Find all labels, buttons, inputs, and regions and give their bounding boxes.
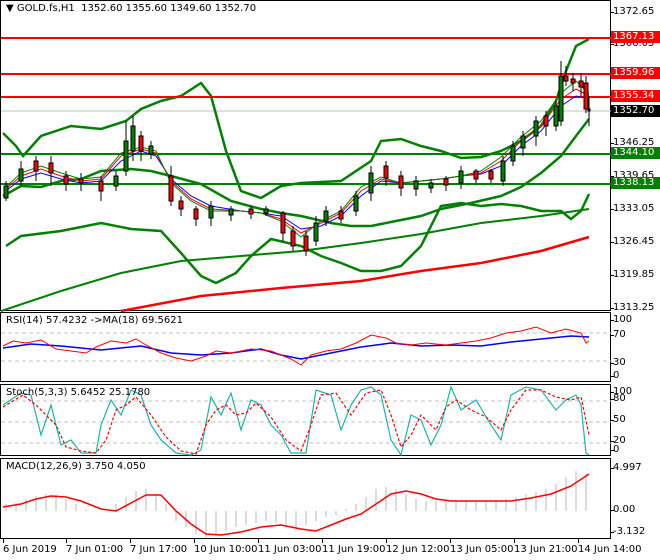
rsi-tick: 30: [611, 357, 626, 368]
price-tick: 1333.05: [610, 203, 655, 214]
rsi-pane[interactable]: RSI(14) 57.4232 ->MA(18) 69.5621: [0, 312, 612, 382]
time-tick: 7 Jun 17:00: [130, 539, 188, 555]
price-tick: 1339.65: [610, 170, 655, 181]
price-tick: 1319.85: [610, 269, 655, 280]
time-tick: 10 Jun 10:00: [194, 539, 258, 555]
price-tick: 1313.25: [610, 302, 655, 313]
rsi-tick: 100: [610, 314, 633, 325]
time-tick: 6 Jun 2019: [3, 539, 57, 555]
collapse-arrow-icon[interactable]: ▼: [6, 3, 14, 14]
time-tick: 11 Jun 03:00: [258, 539, 322, 555]
price-chart-pane[interactable]: ▼ GOLD.fs,H1 1352.60 1355.60 1349.60 135…: [0, 0, 612, 312]
resistance-level-label: 1367.13: [611, 31, 660, 43]
resistance-level-label: 1355.34: [611, 90, 660, 102]
price-chart-canvas: [1, 37, 612, 312]
price-tick: 1372.65: [610, 6, 655, 17]
support-level-label: 1338.13: [611, 177, 660, 189]
time-tick: 7 Jun 01:00: [66, 539, 124, 555]
stochastic-pane[interactable]: Stoch(5,3,3) 5.6452 25.1780: [0, 384, 612, 457]
chart-title: ▼ GOLD.fs,H1 1352.60 1355.60 1349.60 135…: [6, 3, 256, 14]
price-tick: 1326.45: [610, 236, 655, 247]
macd-axis: 4.997 0.00 -3.132: [610, 458, 660, 539]
macd-tick: 0.00: [610, 504, 636, 515]
stoch-title: Stoch(5,3,3) 5.6452 25.1780: [6, 387, 151, 398]
macd-canvas: [2, 471, 590, 537]
symbol-label: GOLD.fs,H1: [16, 3, 75, 14]
stoch-tick: 80: [611, 393, 626, 404]
time-tick: 13 Jun 21:00: [514, 539, 578, 555]
stoch-tick: 0: [610, 444, 620, 455]
resistance-level-label: 1359.96: [611, 67, 660, 79]
macd-title: MACD(12,26,9) 3.750 4.050: [6, 461, 146, 472]
current-price-label: 1352.70: [611, 105, 660, 117]
support-level-label: 1344.10: [611, 147, 660, 159]
time-tick: 14 Jun 14:00: [578, 539, 642, 555]
stoch-axis: 100 80 50 20 0: [610, 384, 660, 456]
macd-pane[interactable]: MACD(12,26,9) 3.750 4.050: [0, 458, 611, 539]
stoch-canvas: [1, 385, 612, 457]
stoch-tick: 100: [610, 386, 633, 397]
rsi-tick: 70: [611, 329, 626, 340]
price-tick: 1366.05: [610, 38, 655, 49]
macd-tick: 4.997: [611, 462, 642, 473]
price-tick: 1346.25: [610, 137, 655, 148]
rsi-tick: 0: [610, 370, 620, 381]
stoch-tick: 50: [611, 414, 626, 425]
rsi-canvas: [1, 326, 612, 366]
time-tick: 11 Jun 19:00: [322, 539, 386, 555]
price-axis[interactable]: 1372.65 1366.05 1359.45 1352.85 1346.25 …: [610, 0, 660, 313]
time-tick: 12 Jun 12:00: [386, 539, 450, 555]
rsi-axis: 100 70 30 0: [610, 312, 660, 382]
stoch-tick: 20: [611, 435, 626, 446]
macd-tick: -3.132: [610, 526, 646, 537]
time-axis[interactable]: 6 Jun 2019 7 Jun 01:00 7 Jun 17:00 10 Ju…: [0, 539, 642, 560]
ohlc-values: 1352.60 1355.60 1349.60 1352.70: [81, 3, 257, 14]
time-tick: 13 Jun 05:00: [450, 539, 514, 555]
rsi-title: RSI(14) 57.4232 ->MA(18) 69.5621: [6, 315, 183, 326]
